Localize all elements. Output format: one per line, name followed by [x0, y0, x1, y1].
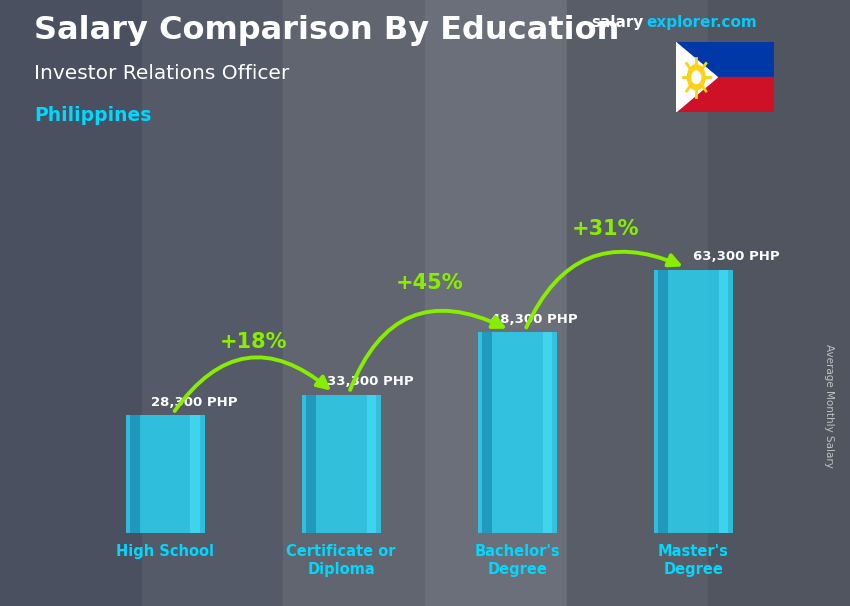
Text: +18%: +18%	[219, 331, 287, 351]
Bar	[283, 0, 425, 606]
Bar	[142, 0, 283, 606]
Bar	[126, 415, 205, 533]
Bar	[676, 78, 774, 112]
Bar	[130, 415, 139, 533]
Bar	[366, 395, 376, 533]
Text: Average Monthly Salary: Average Monthly Salary	[824, 344, 834, 468]
Bar	[719, 270, 728, 533]
Text: 63,300 PHP: 63,300 PHP	[694, 250, 780, 263]
Text: +45%: +45%	[395, 273, 463, 293]
Bar	[0, 0, 142, 606]
Bar	[302, 395, 381, 533]
Text: 48,300 PHP: 48,300 PHP	[490, 313, 577, 326]
Text: Investor Relations Officer: Investor Relations Officer	[34, 64, 289, 82]
Bar	[306, 395, 316, 533]
Bar	[708, 0, 850, 606]
Circle shape	[692, 71, 700, 84]
Text: explorer.com: explorer.com	[647, 15, 757, 30]
Bar	[190, 415, 200, 533]
Bar	[659, 270, 668, 533]
Text: salary: salary	[591, 15, 643, 30]
Text: +31%: +31%	[571, 219, 639, 239]
Polygon shape	[676, 42, 717, 112]
Text: 28,300 PHP: 28,300 PHP	[151, 396, 237, 409]
Bar	[478, 332, 557, 533]
Text: Philippines: Philippines	[34, 106, 151, 125]
Bar	[425, 0, 567, 606]
Circle shape	[688, 65, 706, 90]
Bar	[542, 332, 552, 533]
Bar	[567, 0, 708, 606]
Bar	[654, 270, 733, 533]
Bar	[483, 332, 492, 533]
Text: 33,300 PHP: 33,300 PHP	[327, 375, 414, 388]
Bar	[676, 42, 774, 78]
Text: Salary Comparison By Education: Salary Comparison By Education	[34, 15, 620, 46]
